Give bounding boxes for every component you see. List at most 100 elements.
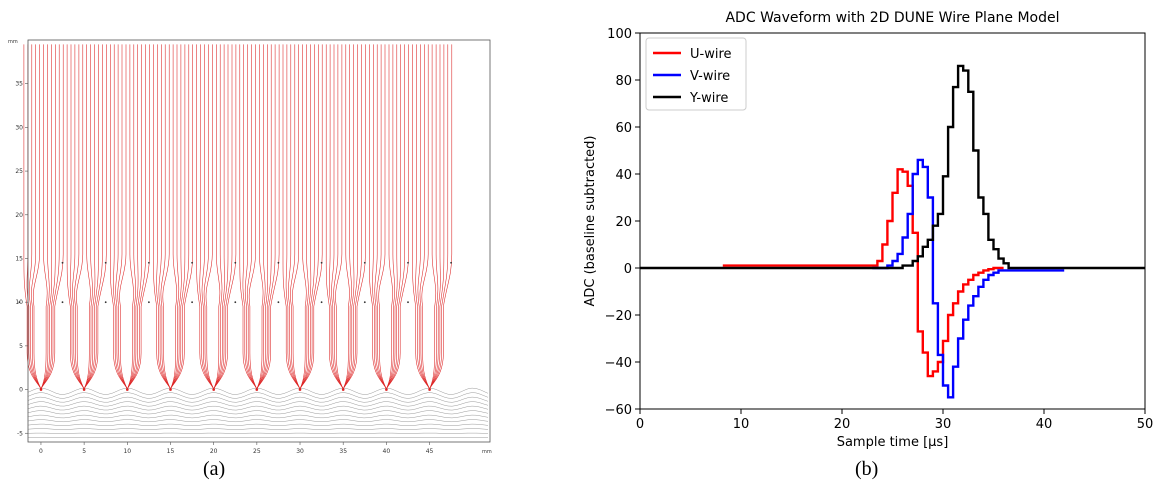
wire-marker xyxy=(234,261,237,264)
field-line xyxy=(213,44,225,390)
field-line xyxy=(335,44,344,390)
wire-marker xyxy=(407,261,409,264)
field-line xyxy=(342,44,366,390)
field-line xyxy=(199,44,214,390)
field-line xyxy=(412,44,430,390)
field-line xyxy=(127,44,134,390)
field-line xyxy=(299,44,315,390)
field-line xyxy=(170,44,180,390)
x-tick-label: 35 xyxy=(339,448,347,455)
field-line xyxy=(369,44,387,390)
field-line xyxy=(329,44,344,390)
field-line xyxy=(256,44,268,390)
field-line xyxy=(417,44,430,390)
field-line xyxy=(76,44,85,390)
y-tick-label: 10 xyxy=(15,299,23,306)
wire-marker xyxy=(104,261,107,264)
field-line-plot: 0 5 10 15 20 25 30 35 40 45 -5 0 5 10 15 20 25 30 35 mm mm xyxy=(8,39,492,455)
field-line xyxy=(113,44,128,390)
field-line xyxy=(256,44,280,390)
legend-label: U-wire xyxy=(690,47,732,62)
wire-marker xyxy=(61,301,64,304)
wire-marker xyxy=(18,301,21,304)
wire-marker xyxy=(104,301,107,304)
wire-marker xyxy=(450,261,452,264)
field-line xyxy=(127,44,150,390)
field-line xyxy=(117,44,128,390)
y-tick-label: 30 xyxy=(15,124,23,131)
field-line xyxy=(429,44,445,390)
y-tick-label: −40 xyxy=(605,356,632,371)
y-tick-label: −20 xyxy=(605,309,632,324)
field-line xyxy=(83,44,91,390)
x-tick-label: 40 xyxy=(1036,417,1053,432)
y-tick-label: 80 xyxy=(615,74,632,89)
field-line xyxy=(83,44,103,390)
x-tick-label: 5 xyxy=(82,448,86,455)
legend: U-wire V-wire Y-wire xyxy=(645,37,747,111)
x-tick-label: 45 xyxy=(426,448,434,455)
field-line xyxy=(205,44,214,390)
wire-marker xyxy=(148,301,150,304)
field-line xyxy=(342,44,362,390)
field-line xyxy=(213,44,221,390)
field-line xyxy=(170,44,190,390)
x-tick-label: 20 xyxy=(210,448,218,455)
field-line xyxy=(40,44,60,390)
field-line xyxy=(331,44,344,390)
field-line xyxy=(156,44,171,390)
field-line xyxy=(213,44,233,390)
field-line xyxy=(282,44,301,390)
field-line xyxy=(40,44,64,390)
series-line-y-wire xyxy=(640,64,1145,270)
field-line xyxy=(376,44,387,390)
x-tick-label: 25 xyxy=(253,448,261,455)
field-line xyxy=(429,44,453,390)
field-line xyxy=(256,44,266,390)
field-line xyxy=(256,44,272,390)
field-line xyxy=(83,44,93,390)
wire-marker xyxy=(126,388,129,391)
field-line xyxy=(31,44,42,390)
field-line xyxy=(127,44,136,390)
x-tick-label: 40 xyxy=(383,448,391,455)
field-line xyxy=(421,44,430,390)
field-line xyxy=(386,44,401,390)
field-line xyxy=(127,44,139,390)
field-line xyxy=(69,44,85,390)
x-tick-label: 30 xyxy=(296,448,304,455)
field-line xyxy=(170,44,186,390)
field-line xyxy=(23,44,42,390)
wire-marker xyxy=(255,388,259,391)
field-line xyxy=(247,44,258,390)
field-line xyxy=(242,44,258,390)
field-line xyxy=(170,44,182,390)
y-tick-label: 15 xyxy=(15,255,23,262)
field-line xyxy=(153,44,171,390)
wire-marker xyxy=(298,388,302,391)
y-tick-label: 0 xyxy=(624,262,632,277)
wire-marker xyxy=(320,301,323,304)
equipotential-line xyxy=(27,392,489,399)
y-tick-label: 5 xyxy=(19,343,23,350)
plot-frame xyxy=(27,39,491,443)
wire-marker xyxy=(407,301,409,304)
field-line xyxy=(158,44,171,390)
legend-label: Y-wire xyxy=(689,91,728,106)
wire-marker xyxy=(169,388,172,391)
field-line xyxy=(342,44,358,390)
field-line xyxy=(256,44,264,390)
x-tick-label: 10 xyxy=(733,417,750,432)
x-tick-label: 30 xyxy=(935,417,952,432)
series-line-v-wire xyxy=(872,158,1065,399)
field-line xyxy=(299,44,312,390)
chart-title: ADC Waveform with 2D DUNE Wire Plane Mod… xyxy=(725,10,1059,26)
equipotential-line xyxy=(27,414,489,419)
equipotential-line xyxy=(27,423,489,426)
x-tick-label: 15 xyxy=(167,448,175,455)
field-line xyxy=(374,44,387,390)
wire-marker xyxy=(320,261,323,264)
field-line xyxy=(40,44,53,390)
series-group xyxy=(640,64,1145,399)
field-line xyxy=(342,44,352,390)
